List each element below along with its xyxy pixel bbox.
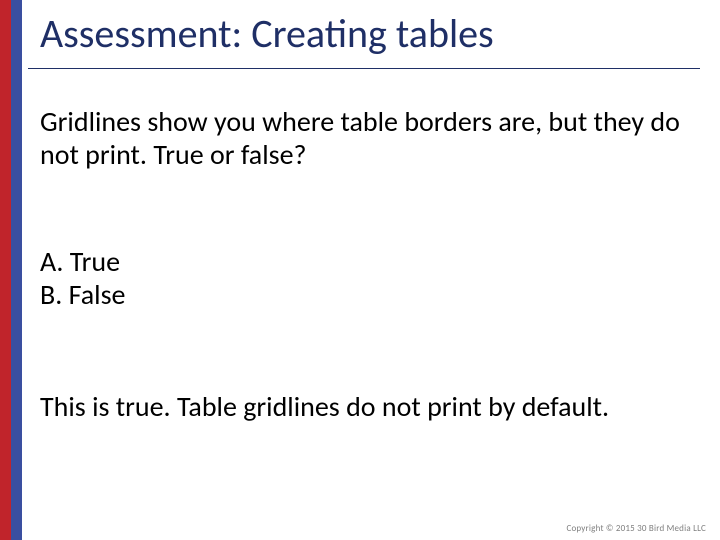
- title-underline: [28, 68, 700, 69]
- option-b: B. False: [40, 278, 680, 311]
- slide-title: Assessment: Creating tables: [40, 12, 494, 56]
- slide: Assessment: Creating tables Gridlines sh…: [0, 0, 720, 540]
- question-text: Gridlines show you where table borders a…: [40, 105, 680, 171]
- options-block: A. True B. False: [40, 245, 680, 311]
- answer-text: This is true. Table gridlines do not pri…: [40, 390, 680, 423]
- left-stripe-red: [0, 0, 11, 540]
- copyright-footer: Copyright © 2015 30 Bird Media LLC: [566, 523, 706, 534]
- option-a: A. True: [40, 245, 680, 278]
